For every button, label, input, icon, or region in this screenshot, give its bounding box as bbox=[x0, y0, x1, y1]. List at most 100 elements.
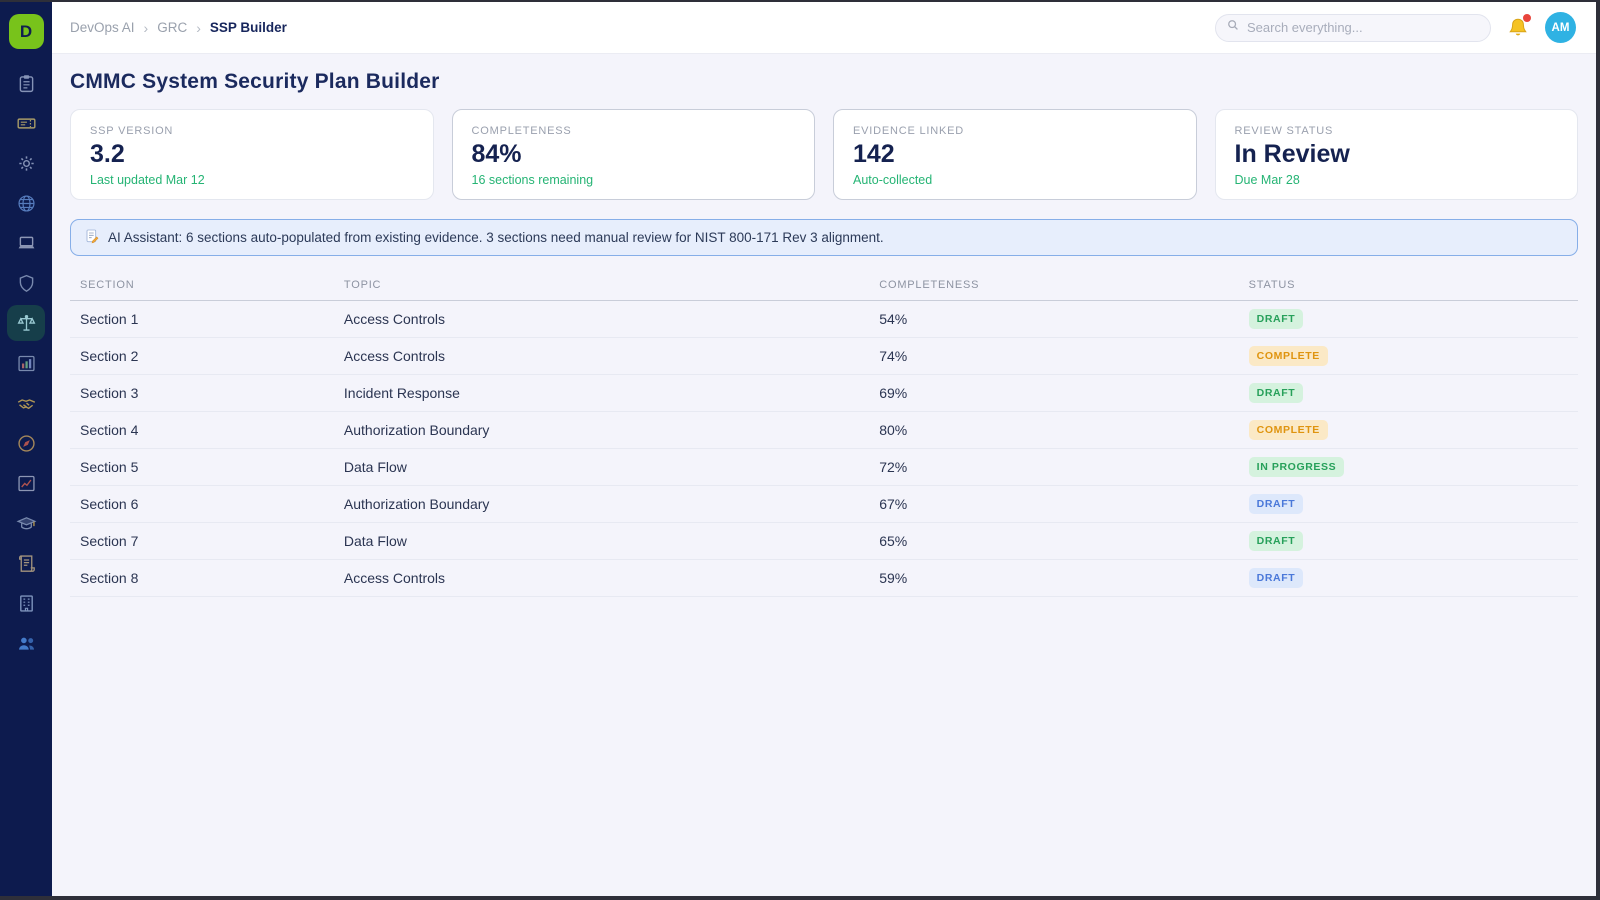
table-row[interactable]: Section 2 Access Controls 74% COMPLETE bbox=[70, 337, 1578, 375]
breadcrumb-devops-ai[interactable]: DevOps AI bbox=[70, 20, 135, 35]
completeness-cell: 54% bbox=[869, 300, 1239, 338]
ticket-icon bbox=[16, 113, 37, 134]
topic-cell: Access Controls bbox=[333, 337, 870, 375]
table-header-row: SECTION TOPIC COMPLETENESS STATUS bbox=[70, 271, 1578, 301]
stat-card-completeness: COMPLETENESS 84% 16 sections remaining bbox=[451, 109, 815, 200]
sidebar-item-compass[interactable] bbox=[7, 425, 45, 461]
gear-icon bbox=[16, 153, 37, 174]
section-cell: Section 3 bbox=[70, 374, 334, 412]
app-logo[interactable]: D bbox=[8, 14, 44, 49]
shield-icon bbox=[16, 273, 37, 294]
ai-assistant-text: AI Assistant: 6 sections auto-populated … bbox=[108, 230, 884, 245]
topbar-right: AM bbox=[1215, 12, 1576, 43]
sidebar-item-scroll[interactable] bbox=[7, 545, 45, 581]
topbar: DevOps AI › GRC › SSP Builder AM bbox=[52, 2, 1596, 54]
stat-card-evidence-linked: EVIDENCE LINKED 142 Auto-collected bbox=[833, 109, 1197, 200]
status-badge: DRAFT bbox=[1248, 494, 1304, 514]
sidebar-item-handshake[interactable] bbox=[7, 385, 45, 421]
notifications-button[interactable] bbox=[1506, 13, 1531, 40]
chart-line-icon bbox=[16, 473, 37, 494]
search-box[interactable] bbox=[1215, 13, 1491, 42]
stat-card-review-status: REVIEW STATUS In Review Due Mar 28 bbox=[1214, 109, 1578, 200]
notification-dot bbox=[1523, 13, 1531, 22]
clipboard-icon bbox=[16, 73, 37, 94]
stat-cards: SSP VERSION 3.2 Last updated Mar 12 COMPLET… bbox=[70, 109, 1578, 200]
breadcrumb-separator: › bbox=[196, 19, 201, 36]
table-row[interactable]: Section 1 Access Controls 54% DRAFT bbox=[70, 300, 1578, 338]
status-badge: DRAFT bbox=[1248, 309, 1304, 329]
sidebar-item-globe[interactable] bbox=[7, 185, 45, 221]
stat-label: EVIDENCE LINKED bbox=[853, 125, 965, 137]
completeness-cell: 74% bbox=[869, 337, 1239, 375]
breadcrumb-ssp-builder[interactable]: SSP Builder bbox=[209, 20, 287, 35]
completeness-cell: 59% bbox=[869, 559, 1239, 597]
sidebar: D bbox=[0, 2, 52, 896]
status-cell: IN PROGRESS bbox=[1238, 448, 1578, 486]
section-cell: Section 5 bbox=[70, 448, 334, 486]
section-cell: Section 6 bbox=[70, 485, 334, 523]
completeness-cell: 72% bbox=[869, 448, 1239, 486]
search-input[interactable] bbox=[1247, 20, 1480, 35]
column-header-section: SECTION bbox=[70, 271, 334, 301]
table-row[interactable]: Section 5 Data Flow 72% IN PROGRESS bbox=[70, 448, 1578, 486]
handshake-icon bbox=[16, 393, 37, 414]
status-cell: COMPLETE bbox=[1238, 411, 1578, 449]
ssp-sections-table: SECTION TOPIC COMPLETENESS STATUS Section 1… bbox=[70, 271, 1578, 597]
topic-cell: Authorization Boundary bbox=[333, 411, 870, 449]
sidebar-item-bar-chart[interactable] bbox=[7, 345, 45, 381]
scroll-icon bbox=[16, 553, 37, 574]
topic-cell: Data Flow bbox=[333, 522, 870, 560]
stat-subtext: 16 sections remaining bbox=[471, 172, 594, 187]
status-badge: DRAFT bbox=[1248, 568, 1304, 588]
sidebar-item-users[interactable] bbox=[7, 625, 45, 661]
topic-cell: Access Controls bbox=[333, 559, 870, 597]
ai-assistant-banner: AI Assistant: 6 sections auto-populated … bbox=[70, 219, 1578, 256]
sidebar-item-chart-line[interactable] bbox=[7, 465, 45, 501]
sidebar-item-graduation-cap[interactable] bbox=[7, 505, 45, 541]
topic-cell: Access Controls bbox=[333, 300, 870, 338]
sidebar-nav bbox=[7, 65, 45, 661]
building-icon bbox=[16, 593, 37, 614]
sidebar-item-laptop[interactable] bbox=[7, 225, 45, 261]
status-cell: DRAFT bbox=[1238, 485, 1578, 523]
completeness-cell: 67% bbox=[869, 485, 1239, 523]
status-badge: DRAFT bbox=[1248, 531, 1304, 551]
table-row[interactable]: Section 8 Access Controls 59% DRAFT bbox=[70, 559, 1578, 597]
table-row[interactable]: Section 6 Authorization Boundary 67% DRAFT bbox=[70, 485, 1578, 523]
bar-chart-icon bbox=[16, 353, 37, 374]
table-row[interactable]: Section 3 Incident Response 69% DRAFT bbox=[70, 374, 1578, 412]
globe-icon bbox=[16, 193, 37, 214]
stat-value: In Review bbox=[1234, 140, 1350, 168]
app-logo-letter: D bbox=[19, 21, 33, 41]
sidebar-item-gear[interactable] bbox=[7, 145, 45, 181]
status-badge: COMPLETE bbox=[1248, 346, 1328, 366]
sidebar-item-shield[interactable] bbox=[7, 265, 45, 301]
stat-label: SSP VERSION bbox=[90, 125, 174, 137]
stat-subtext: Last updated Mar 12 bbox=[90, 172, 205, 187]
breadcrumb-separator: › bbox=[143, 19, 149, 36]
table-body: Section 1 Access Controls 54% DRAFT Section … bbox=[70, 300, 1578, 597]
status-cell: DRAFT bbox=[1238, 559, 1578, 597]
stat-value: 142 bbox=[853, 140, 895, 168]
sidebar-item-ticket[interactable] bbox=[7, 105, 45, 141]
completeness-cell: 80% bbox=[869, 411, 1239, 449]
memo-icon bbox=[84, 228, 100, 247]
search-icon bbox=[1226, 18, 1240, 37]
completeness-cell: 69% bbox=[869, 374, 1239, 412]
column-header-topic: TOPIC bbox=[333, 271, 870, 301]
topic-cell: Incident Response bbox=[333, 374, 870, 412]
breadcrumb-grc[interactable]: GRC bbox=[157, 20, 188, 35]
section-cell: Section 2 bbox=[70, 337, 334, 375]
sidebar-item-building[interactable] bbox=[7, 585, 45, 621]
table-row[interactable]: Section 4 Authorization Boundary 80% COMPLE… bbox=[70, 411, 1578, 449]
users-icon bbox=[16, 633, 37, 654]
avatar[interactable]: AM bbox=[1545, 12, 1576, 43]
page-title: CMMC System Security Plan Builder bbox=[70, 70, 440, 93]
table-row[interactable]: Section 7 Data Flow 65% DRAFT bbox=[70, 522, 1578, 560]
column-header-status: STATUS bbox=[1238, 271, 1578, 301]
bell-icon bbox=[1506, 18, 1530, 44]
column-header-completeness: COMPLETENESS bbox=[869, 271, 1239, 301]
sidebar-item-clipboard[interactable] bbox=[7, 65, 45, 101]
status-cell: DRAFT bbox=[1238, 522, 1578, 560]
sidebar-item-scales[interactable] bbox=[7, 305, 45, 341]
